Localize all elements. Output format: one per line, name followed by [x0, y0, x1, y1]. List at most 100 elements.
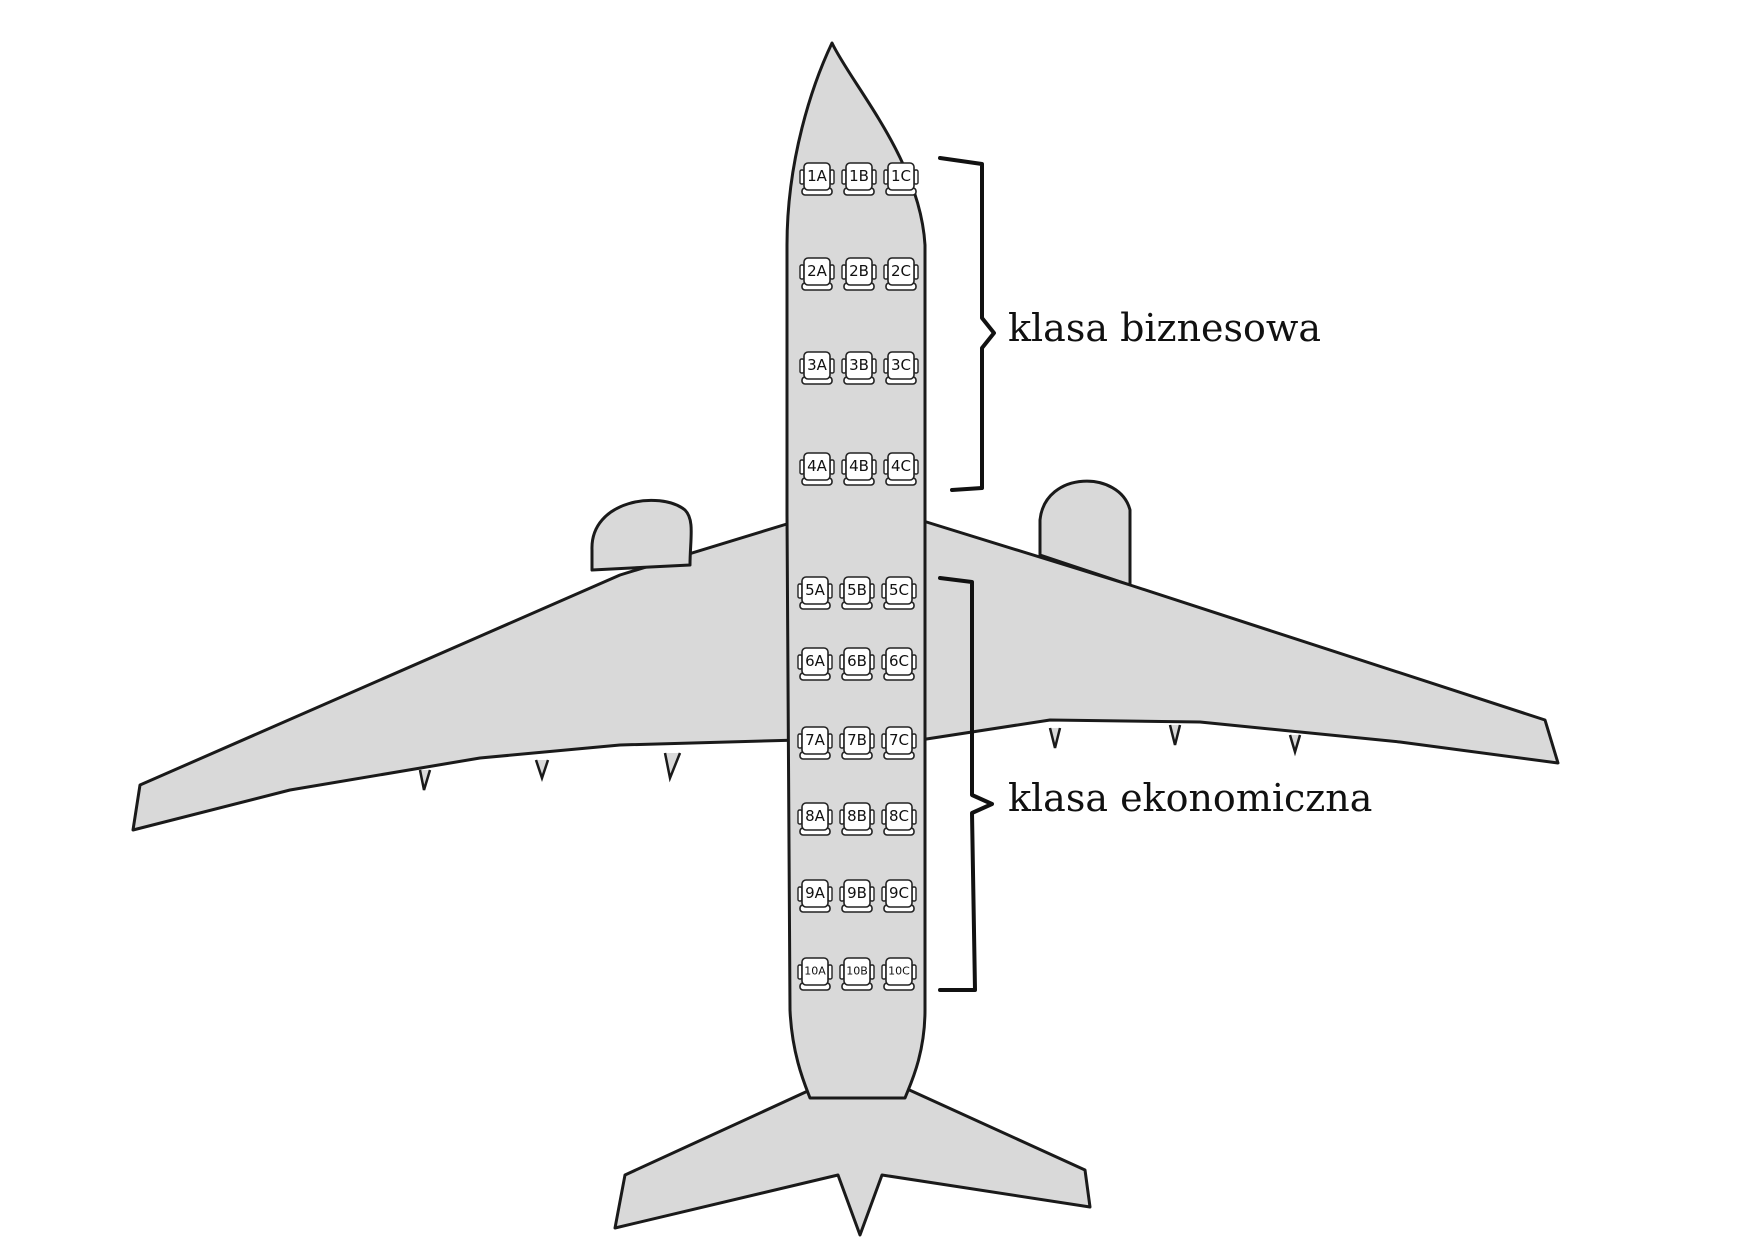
seat-cushion: [801, 647, 829, 676]
seat-7a[interactable]: 7A: [797, 726, 833, 760]
seat-cushion: [885, 726, 913, 755]
seat-2b[interactable]: 2B: [841, 257, 877, 291]
seat-cushion: [885, 576, 913, 605]
seat-7b[interactable]: 7B: [839, 726, 875, 760]
seat-cushion: [885, 879, 913, 908]
seat-6a[interactable]: 6A: [797, 647, 833, 681]
seat-4b[interactable]: 4B: [841, 452, 877, 486]
seat-label: 10C: [888, 965, 910, 978]
fuselage: [785, 41, 927, 1100]
seat-8a[interactable]: 8A: [797, 802, 833, 836]
seat-6c[interactable]: 6C: [881, 647, 917, 681]
seat-8c[interactable]: 8C: [881, 802, 917, 836]
seat-cushion: [887, 351, 915, 380]
seat-cushion: [885, 802, 913, 831]
seat-cushion: [803, 257, 831, 286]
seat-label: 9B: [847, 884, 867, 902]
seat-label: 7A: [805, 731, 826, 749]
seat-cushion: [885, 647, 913, 676]
seat-cushion: [887, 257, 915, 286]
seat-cushion: [801, 726, 829, 755]
seat-label: 2B: [849, 262, 869, 280]
seat-label: 4A: [807, 457, 828, 475]
seat-cushion: [801, 879, 829, 908]
seat-label: 5B: [847, 581, 867, 599]
business-class-label: klasa biznesowa: [1008, 306, 1322, 350]
seat-cushion: [803, 162, 831, 191]
right-engine: [1038, 479, 1132, 587]
seat-cushion: [801, 576, 829, 605]
flap-fairings: [418, 724, 1302, 791]
seat-label: 8B: [847, 807, 867, 825]
economy-class-bracket: [938, 576, 994, 992]
seat-label: 4C: [891, 457, 911, 475]
seat-cushion: [843, 879, 871, 908]
seat-2c[interactable]: 2C: [883, 257, 919, 291]
seat-3b[interactable]: 3B: [841, 351, 877, 385]
seat-cushion: [845, 257, 873, 286]
seat-6b[interactable]: 6B: [839, 647, 875, 681]
seat-5a[interactable]: 5A: [797, 576, 833, 610]
seat-1b[interactable]: 1B: [841, 162, 877, 196]
seat-cushion: [887, 162, 915, 191]
seat-cushion: [843, 576, 871, 605]
right-wing: [918, 518, 1560, 765]
seat-label: 1C: [891, 167, 911, 185]
seat-cushion: [845, 162, 873, 191]
seat-10a[interactable]: 10A: [797, 957, 833, 991]
seat-label: 9A: [805, 884, 826, 902]
economy-class-label: klasa ekonomiczna: [1008, 776, 1373, 820]
seat-label: 5C: [889, 581, 909, 599]
seat-cushion: [885, 957, 913, 986]
tailplane: [613, 1086, 1092, 1237]
seat-9a[interactable]: 9A: [797, 879, 833, 913]
seat-cushion: [843, 802, 871, 831]
seat-7c[interactable]: 7C: [881, 726, 917, 760]
seat-3a[interactable]: 3A: [799, 351, 835, 385]
left-wing: [131, 518, 802, 832]
seat-label: 7B: [847, 731, 867, 749]
seat-label: 7C: [889, 731, 909, 749]
seat-3c[interactable]: 3C: [883, 351, 919, 385]
seat-cushion: [843, 957, 871, 986]
seat-label: 3C: [891, 356, 911, 374]
seat-label: 1A: [807, 167, 828, 185]
seat-cushion: [887, 452, 915, 481]
seat-label: 5A: [805, 581, 826, 599]
seats-layer: 1A 1B 1C 2A 2B 2C 3A 3B 3C 4A 4B 4C 5A 5B 5C 6A 6B 6C 7A 7B…: [797, 162, 919, 991]
seat-label: 2A: [807, 262, 828, 280]
seat-cushion: [845, 351, 873, 380]
seat-label: 10A: [804, 965, 826, 978]
seat-cushion: [845, 452, 873, 481]
seat-label: 3B: [849, 356, 869, 374]
seat-label: 9C: [889, 884, 909, 902]
seat-cushion: [803, 351, 831, 380]
seat-9c[interactable]: 9C: [881, 879, 917, 913]
seat-1c[interactable]: 1C: [883, 162, 919, 196]
seat-1a[interactable]: 1A: [799, 162, 835, 196]
business-class-bracket: [938, 156, 996, 492]
seat-cushion: [803, 452, 831, 481]
seat-2a[interactable]: 2A: [799, 257, 835, 291]
seat-5b[interactable]: 5B: [839, 576, 875, 610]
seat-cushion: [843, 647, 871, 676]
seat-10c[interactable]: 10C: [881, 957, 917, 991]
seat-5c[interactable]: 5C: [881, 576, 917, 610]
seat-4a[interactable]: 4A: [799, 452, 835, 486]
seat-label: 6B: [847, 652, 867, 670]
seat-9b[interactable]: 9B: [839, 879, 875, 913]
seat-4c[interactable]: 4C: [883, 452, 919, 486]
seat-10b[interactable]: 10B: [839, 957, 875, 991]
seat-label: 8A: [805, 807, 826, 825]
seat-label: 3A: [807, 356, 828, 374]
seat-8b[interactable]: 8B: [839, 802, 875, 836]
seat-label: 6A: [805, 652, 826, 670]
left-engine: [590, 498, 693, 572]
seat-label: 10B: [846, 965, 868, 978]
seat-cushion: [843, 726, 871, 755]
seat-label: 6C: [889, 652, 909, 670]
seat-cushion: [801, 957, 829, 986]
seat-label: 1B: [849, 167, 869, 185]
